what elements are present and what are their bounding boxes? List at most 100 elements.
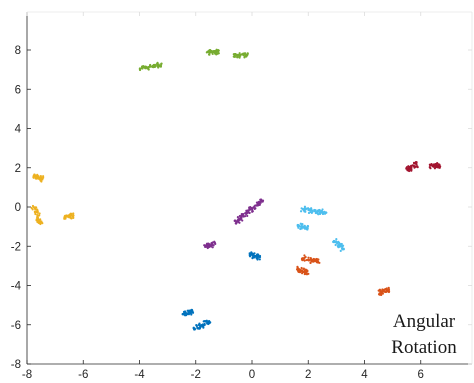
data-point	[40, 180, 43, 183]
data-point	[311, 260, 314, 263]
x-tick-label: 6	[418, 369, 424, 381]
data-point	[184, 312, 188, 315]
data-point	[190, 313, 193, 316]
data-point	[406, 168, 409, 171]
data-point	[216, 50, 219, 53]
data-point	[232, 55, 235, 58]
data-point	[72, 212, 75, 215]
data-point	[181, 313, 184, 316]
data-point	[306, 228, 309, 231]
data-point	[193, 328, 197, 331]
y-tick-label: 2	[15, 163, 21, 175]
data-point	[239, 216, 242, 220]
data-point	[39, 220, 42, 223]
data-point	[413, 162, 416, 165]
data-point	[187, 313, 191, 316]
y-tick-label: -4	[11, 281, 22, 293]
data-point	[258, 258, 261, 261]
data-point	[248, 206, 251, 210]
data-point	[35, 219, 38, 222]
data-point	[319, 209, 322, 213]
data-point	[202, 326, 205, 329]
x-tick-label: -2	[191, 369, 201, 381]
cluster-point-group	[377, 286, 391, 297]
data-point	[342, 247, 345, 250]
y-tick-label: 4	[15, 124, 22, 136]
data-point	[307, 272, 310, 275]
data-point	[261, 200, 264, 203]
cluster-point-group	[192, 319, 212, 331]
data-point	[35, 210, 38, 214]
data-point	[212, 244, 215, 247]
data-point	[339, 242, 342, 246]
cluster-point-group	[181, 308, 195, 317]
data-point	[256, 257, 259, 260]
data-point	[203, 323, 206, 326]
data-point	[30, 206, 33, 210]
data-point	[301, 207, 304, 211]
y-tick-label: 0	[15, 202, 21, 214]
data-point	[206, 50, 209, 54]
data-point	[38, 176, 41, 179]
data-point	[338, 245, 341, 248]
data-point	[206, 246, 209, 250]
data-point	[140, 65, 144, 68]
x-tick-label: -8	[22, 369, 32, 381]
data-point	[429, 163, 432, 167]
cluster-point-group	[332, 238, 345, 252]
data-point	[310, 208, 313, 211]
data-point	[37, 221, 40, 224]
cluster-point-group	[428, 162, 442, 170]
cluster-point-group	[296, 222, 310, 231]
data-point	[325, 211, 328, 214]
data-point	[302, 267, 305, 270]
data-point	[307, 259, 310, 262]
data-point	[303, 207, 307, 210]
data-point	[33, 206, 36, 209]
data-point	[208, 53, 211, 56]
data-point	[258, 256, 262, 259]
data-point	[160, 63, 163, 66]
data-point	[215, 48, 218, 51]
data-point	[189, 309, 193, 313]
data-point	[336, 242, 339, 245]
data-point	[207, 322, 210, 325]
data-point	[37, 219, 40, 222]
data-point	[300, 269, 303, 272]
data-point	[254, 254, 257, 258]
annotation: Angular Rotation	[391, 311, 457, 358]
data-point	[196, 326, 199, 329]
data-point	[296, 266, 299, 269]
data-point	[147, 68, 150, 71]
y-tick-label: 6	[15, 84, 21, 96]
cluster-point-group	[233, 198, 265, 225]
data-point	[302, 226, 305, 229]
data-point	[299, 222, 302, 225]
x-tick-label: -4	[134, 369, 145, 381]
x-tick-label: 4	[361, 369, 368, 381]
data-point	[428, 166, 431, 169]
data-point	[321, 212, 325, 215]
x-tick-label: -6	[78, 369, 88, 381]
data-point	[300, 225, 303, 228]
data-point	[206, 243, 210, 247]
data-point	[302, 257, 305, 260]
data-point	[211, 52, 214, 56]
data-point	[157, 63, 160, 66]
data-point	[303, 259, 306, 262]
series-6	[181, 251, 262, 331]
data-point	[211, 50, 214, 53]
data-point	[238, 218, 241, 222]
data-point	[307, 256, 310, 259]
data-point	[415, 165, 418, 168]
data-point	[411, 164, 414, 167]
data-point	[251, 207, 254, 210]
data-point	[239, 53, 242, 57]
data-point	[378, 292, 381, 295]
data-point	[63, 217, 66, 220]
y-tick-label: -8	[11, 359, 21, 371]
data-point	[303, 209, 306, 212]
data-point	[236, 54, 240, 57]
data-point	[437, 163, 440, 166]
data-point	[246, 214, 249, 217]
